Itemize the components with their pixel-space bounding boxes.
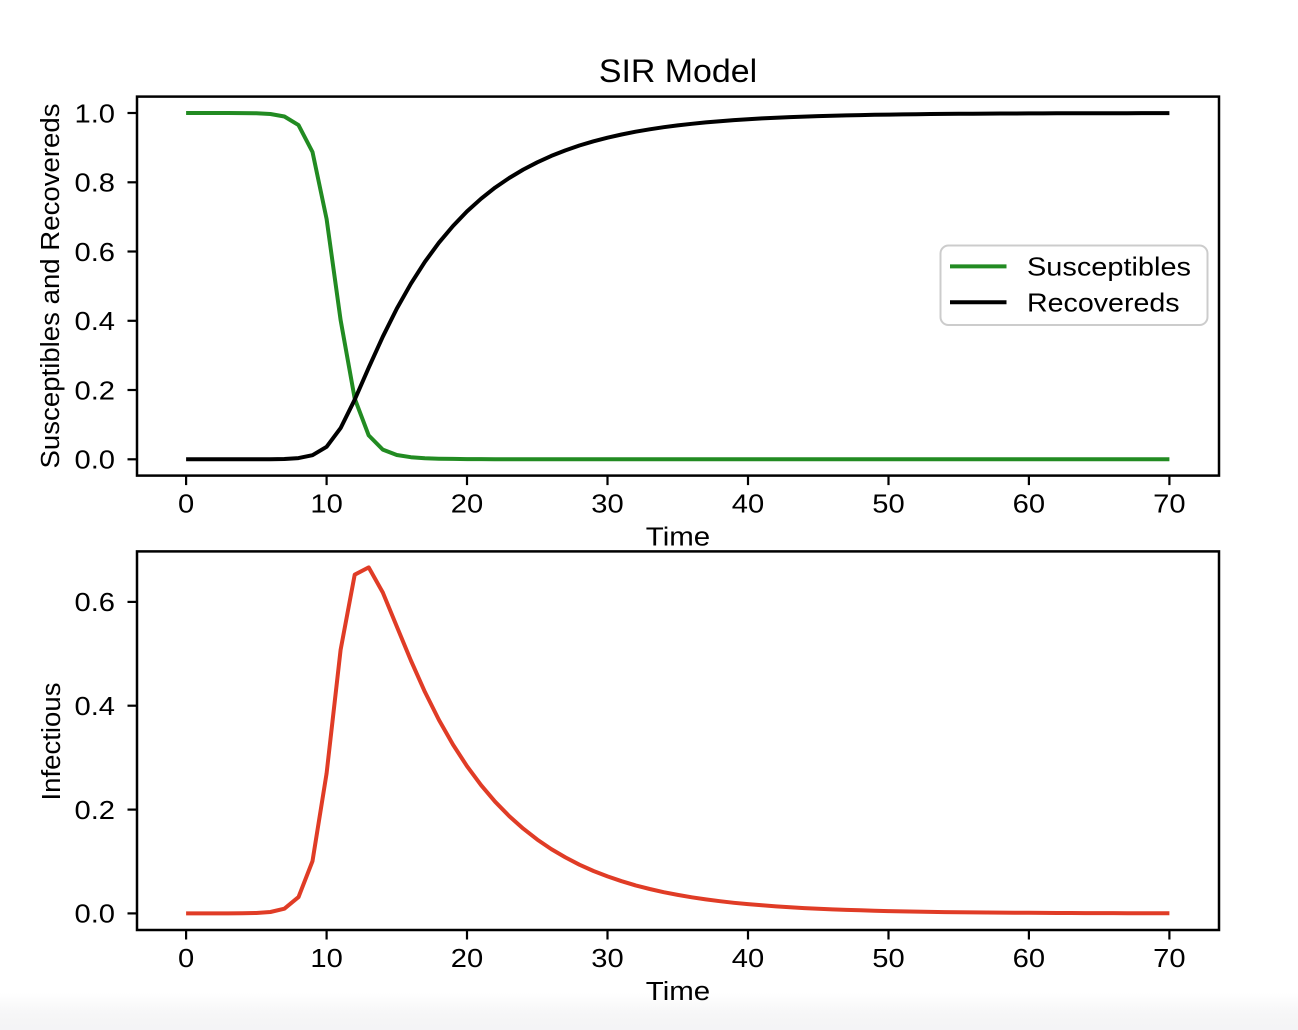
svg-text:0.6: 0.6	[75, 239, 116, 267]
svg-text:60: 60	[1013, 491, 1045, 519]
svg-text:Susceptibles: Susceptibles	[1027, 252, 1191, 282]
svg-text:Infectious: Infectious	[38, 683, 66, 801]
svg-text:40: 40	[732, 491, 764, 519]
svg-text:50: 50	[872, 491, 904, 519]
svg-text:0.0: 0.0	[75, 901, 116, 929]
svg-text:0.4: 0.4	[75, 308, 116, 336]
svg-text:0.0: 0.0	[75, 447, 116, 475]
svg-text:10: 10	[310, 491, 342, 519]
svg-text:70: 70	[1153, 491, 1185, 519]
svg-text:Recovereds: Recovereds	[1027, 288, 1180, 318]
svg-text:60: 60	[1013, 945, 1045, 973]
svg-text:30: 30	[591, 945, 623, 973]
svg-text:10: 10	[310, 945, 342, 973]
svg-text:Susceptibles and Recovereds: Susceptibles and Recovereds	[37, 104, 65, 469]
svg-text:0: 0	[178, 945, 194, 973]
svg-text:50: 50	[872, 945, 904, 973]
svg-text:0.4: 0.4	[75, 693, 116, 721]
svg-text:40: 40	[732, 945, 764, 973]
svg-text:1.0: 1.0	[75, 100, 116, 128]
svg-text:0: 0	[178, 491, 194, 519]
svg-text:Time: Time	[646, 523, 710, 551]
svg-text:20: 20	[451, 945, 483, 973]
svg-text:0.6: 0.6	[75, 589, 116, 617]
svg-text:SIR Model: SIR Model	[599, 53, 757, 89]
svg-text:70: 70	[1153, 945, 1185, 973]
svg-text:30: 30	[591, 491, 623, 519]
svg-text:Time: Time	[646, 978, 710, 1006]
svg-text:0.2: 0.2	[75, 797, 116, 825]
svg-text:0.8: 0.8	[75, 170, 116, 198]
svg-text:0.2: 0.2	[75, 377, 116, 405]
svg-text:20: 20	[451, 491, 483, 519]
